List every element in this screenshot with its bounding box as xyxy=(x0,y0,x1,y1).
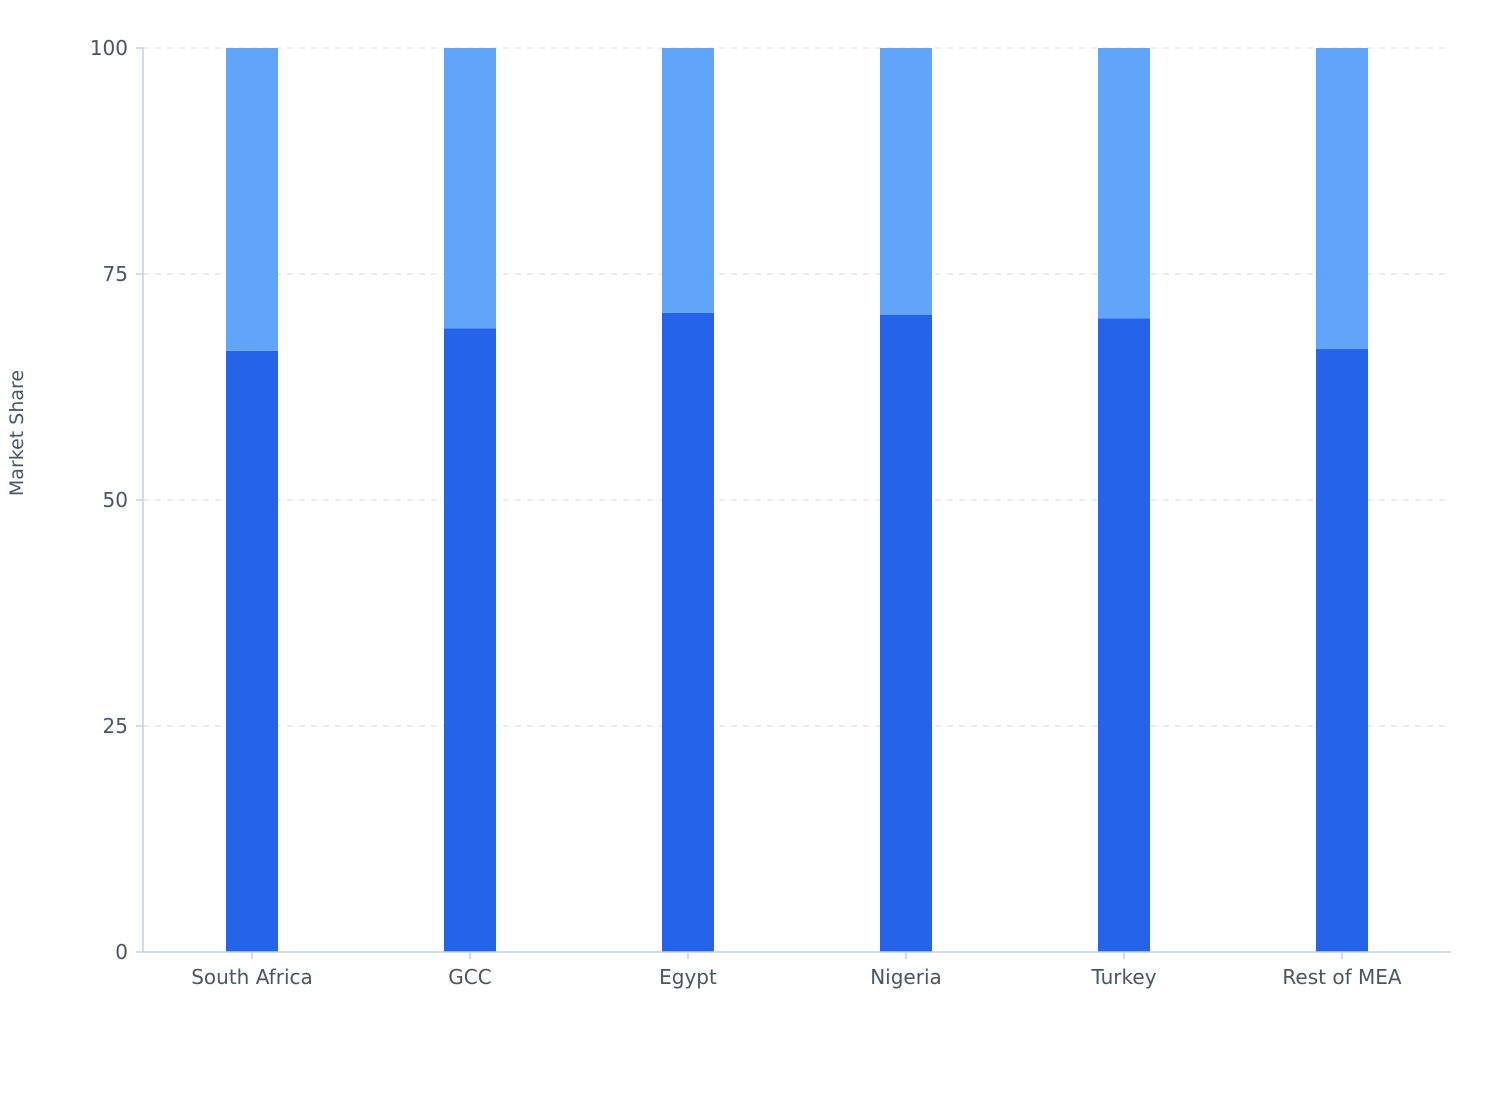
bar-segment-series-2[interactable] xyxy=(662,48,714,313)
bar-segment-series-2[interactable] xyxy=(1316,48,1368,350)
y-tick-label: 50 xyxy=(103,488,128,512)
bar-segment-series-1[interactable] xyxy=(1098,318,1150,952)
x-axis-ticks: South Africa GCC Egypt Nigeria Turkey Rest of… xyxy=(191,952,1402,989)
bars xyxy=(226,48,1368,953)
y-axis-title: Market Share xyxy=(6,370,28,496)
bar-segment-series-2[interactable] xyxy=(880,48,932,315)
x-tick-label: Turkey xyxy=(1090,965,1156,989)
y-tick-label: 75 xyxy=(103,262,128,286)
y-axis-ticks: 0 25 50 75 100 xyxy=(90,36,143,964)
bar-segment-series-1[interactable] xyxy=(444,328,496,952)
bar-segment-series-2[interactable] xyxy=(226,48,278,351)
bar-segment-series-1[interactable] xyxy=(226,350,278,953)
y-tick-label: 100 xyxy=(90,36,128,60)
bar-segment-series-1[interactable] xyxy=(1316,349,1368,953)
x-tick-label: Nigeria xyxy=(870,965,942,989)
bar-segment-series-2[interactable] xyxy=(1098,48,1150,319)
gridlines xyxy=(143,47,1451,727)
bar-segment-series-2[interactable] xyxy=(444,48,496,329)
x-tick-label: GCC xyxy=(448,965,491,989)
y-tick-label: 0 xyxy=(115,940,128,964)
bar-segment-series-1[interactable] xyxy=(880,314,932,952)
y-tick-label: 25 xyxy=(103,714,128,738)
x-tick-label: South Africa xyxy=(191,965,313,989)
x-tick-label: Egypt xyxy=(659,965,717,989)
x-tick-label: Rest of MEA xyxy=(1282,965,1401,989)
bar-segment-series-1[interactable] xyxy=(662,312,714,952)
